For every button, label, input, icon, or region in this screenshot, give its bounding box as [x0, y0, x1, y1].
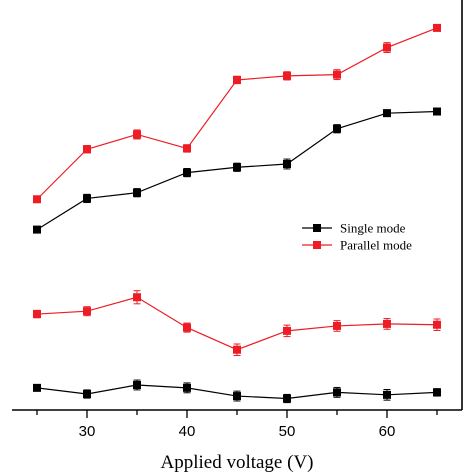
data-point: [183, 168, 191, 177]
data-point: [333, 321, 341, 330]
series-lower-parallel-mode: [33, 290, 441, 356]
data-point: [33, 383, 41, 392]
data-point: [433, 107, 441, 116]
data-point: [133, 293, 141, 302]
legend-entry: Single mode: [302, 221, 406, 236]
data-point: [233, 345, 241, 354]
legend-marker: [313, 241, 321, 249]
series-layer: [33, 23, 441, 404]
data-point: [333, 388, 341, 397]
data-point: [433, 320, 441, 329]
data-point: [83, 307, 91, 316]
x-axis-title: Applied voltage (V): [160, 452, 313, 473]
series-line: [36, 296, 438, 351]
data-point: [233, 392, 241, 401]
series-lower-single-mode: [33, 379, 441, 404]
legend: Single mode Parallel mode: [302, 221, 412, 253]
legend-entry: Parallel mode: [302, 238, 412, 253]
data-point: [33, 195, 41, 204]
data-point: [333, 124, 341, 133]
legend-label: Single mode: [340, 221, 406, 236]
data-point: [183, 144, 191, 153]
data-point: [433, 23, 441, 32]
data-point: [233, 75, 241, 84]
legend-marker: [313, 224, 321, 232]
data-point: [183, 323, 191, 332]
data-point: [283, 394, 291, 403]
data-point: [133, 380, 141, 389]
x-tick-label: 60: [379, 423, 396, 440]
series-line: [36, 27, 438, 200]
x-tick-label: 30: [79, 423, 96, 440]
data-point: [83, 145, 91, 154]
data-point: [383, 390, 391, 399]
data-point: [183, 383, 191, 392]
data-point: [283, 71, 291, 80]
axes: 30 40 50 60: [12, 0, 463, 440]
x-tick-label: 50: [279, 423, 296, 440]
data-point: [33, 225, 41, 234]
data-point: [383, 43, 391, 52]
data-point: [383, 109, 391, 118]
data-point: [83, 390, 91, 399]
data-point: [33, 310, 41, 319]
data-point: [133, 188, 141, 197]
data-point: [383, 319, 391, 328]
data-point: [333, 70, 341, 79]
data-point: [233, 163, 241, 172]
data-point: [283, 160, 291, 168]
data-point: [133, 130, 141, 139]
data-point: [283, 326, 291, 335]
series-upper-parallel-mode: [33, 23, 441, 204]
legend-label: Parallel mode: [340, 238, 412, 253]
data-point: [83, 194, 91, 203]
data-point: [433, 388, 441, 397]
series-upper-single-mode: [33, 107, 441, 234]
x-tick-label: 40: [179, 423, 196, 440]
